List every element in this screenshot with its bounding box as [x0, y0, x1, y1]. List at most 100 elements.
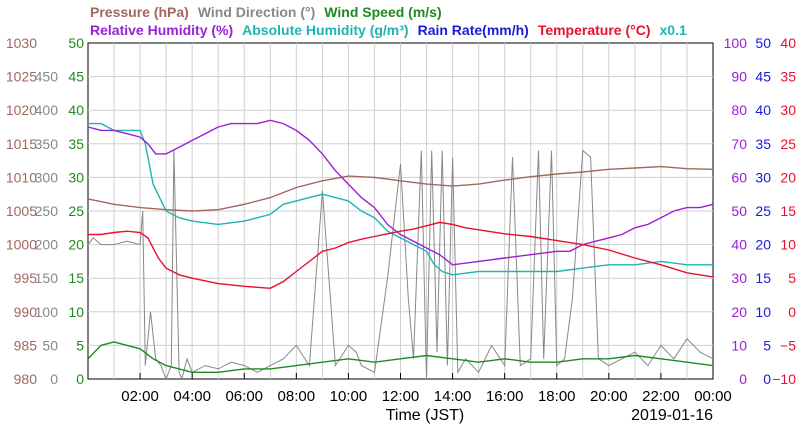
x-axis: 02:00 04:00 06:00 08:00 10:00 12:00 14:00 16:00… — [121, 373, 732, 405]
relative-humidity-tick-label: 0 — [739, 371, 747, 387]
legend-item: Wind Speed (m/s) — [324, 4, 441, 20]
legend-item: x0.1 — [660, 22, 687, 38]
legend-item: Pressure (hPa) — [90, 4, 189, 20]
rain-rate-tick-label: 15 — [755, 270, 771, 286]
rain-rate-tick-label: 25 — [755, 203, 771, 219]
series-pressure — [87, 165, 714, 212]
pressure-tick-label: 1025 — [6, 69, 37, 85]
x-tick-label: 02:00 — [121, 388, 159, 405]
date-label: 2019-01-16 — [631, 407, 713, 424]
wind-speed-tick-label: 10 — [68, 304, 84, 320]
pressure-tick-label: 1030 — [6, 35, 37, 51]
temperature-tick-label: 0 — [788, 304, 796, 320]
wind-speed-tick-label: 35 — [68, 136, 84, 152]
relative-humidity-tick-label: 80 — [731, 102, 747, 118]
series-layer — [87, 119, 714, 381]
pressure-tick-label: 1015 — [6, 136, 37, 152]
relative-humidity-tick-label: 10 — [731, 337, 747, 353]
legend-item: Wind Direction (°) — [198, 4, 315, 20]
wind-speed-tick-label: 25 — [68, 203, 84, 219]
rain-rate-tick-label: 40 — [755, 102, 771, 118]
rain-rate-tick-label: 0 — [763, 371, 771, 387]
x-tick-label: 20:00 — [590, 388, 628, 405]
temperature-tick-label: −5 — [780, 337, 796, 353]
wind-direction-tick-label: 200 — [35, 237, 59, 253]
wind-direction-tick-label: 450 — [35, 69, 59, 85]
legend-row-1: Pressure (hPa) Wind Direction (°) Wind Spe… — [90, 4, 442, 20]
temperature-tick-label: 30 — [780, 102, 796, 118]
pressure-tick-label: 1000 — [6, 237, 37, 253]
temperature-tick-label: 35 — [780, 69, 796, 85]
relative-humidity-tick-label: 100 — [724, 35, 748, 51]
rain-rate-tick-label: 5 — [763, 337, 771, 353]
wind-direction-tick-label: 250 — [35, 203, 59, 219]
wind-direction-tick-label: 150 — [35, 270, 59, 286]
wind-speed-tick-label: 40 — [68, 102, 84, 118]
wind-direction-tick-label: 400 — [35, 102, 59, 118]
x-tick-label: 18:00 — [538, 388, 576, 405]
left-axes: 1030102510201015101010051000995990985980… — [6, 35, 84, 387]
relative-humidity-tick-label: 40 — [731, 237, 747, 253]
wind-direction-tick-label: 50 — [42, 337, 58, 353]
temperature-tick-label: 25 — [780, 136, 796, 152]
right-axes: 1009080706050403020100504540353025201510… — [724, 35, 797, 387]
legend-item: Rain Rate(mm/h) — [418, 22, 529, 38]
legend-item: Relative Humidity (%) — [90, 22, 233, 38]
legend-row-2: Relative Humidity (%) Absolute Humidity (… — [90, 22, 687, 38]
rain-rate-tick-label: 45 — [755, 69, 771, 85]
wind-speed-tick-label: 5 — [76, 337, 84, 353]
legend-item: Temperature (°C) — [538, 22, 651, 38]
x-tick-label: 12:00 — [382, 388, 420, 405]
pressure-tick-label: 995 — [14, 270, 38, 286]
pressure-tick-label: 985 — [14, 337, 38, 353]
x-tick-label: 08:00 — [278, 388, 316, 405]
relative-humidity-tick-label: 70 — [731, 136, 747, 152]
rain-rate-tick-label: 20 — [755, 237, 771, 253]
temperature-tick-label: −10 — [772, 371, 796, 387]
temperature-tick-label: 20 — [780, 169, 796, 185]
series-temperature — [88, 221, 714, 290]
series-relative-humidity — [87, 119, 714, 266]
wind-speed-tick-label: 45 — [68, 69, 84, 85]
x-tick-label: 16:00 — [486, 388, 524, 405]
relative-humidity-tick-label: 30 — [731, 270, 747, 286]
pressure-tick-label: 980 — [14, 371, 38, 387]
rain-rate-tick-label: 10 — [755, 304, 771, 320]
wind-speed-tick-label: 50 — [68, 35, 84, 51]
wind-speed-tick-label: 20 — [68, 237, 84, 253]
temperature-tick-label: 15 — [780, 203, 796, 219]
pressure-tick-label: 1010 — [6, 169, 37, 185]
relative-humidity-tick-label: 20 — [731, 304, 747, 320]
relative-humidity-tick-label: 50 — [731, 203, 747, 219]
x-tick-label: 14:00 — [434, 388, 472, 405]
relative-humidity-tick-label: 90 — [731, 69, 747, 85]
temperature-tick-label: 40 — [780, 35, 796, 51]
wind-direction-tick-label: 350 — [35, 136, 59, 152]
grid — [88, 43, 713, 379]
x-axis-label: Time (JST) — [386, 407, 465, 424]
pressure-tick-label: 990 — [14, 304, 38, 320]
relative-humidity-tick-label: 60 — [731, 169, 747, 185]
pressure-tick-label: 1005 — [6, 203, 37, 219]
x-tick-label: 10:00 — [330, 388, 368, 405]
wind-speed-tick-label: 0 — [76, 371, 84, 387]
rain-rate-tick-label: 35 — [755, 136, 771, 152]
x-tick-label: 06:00 — [225, 388, 263, 405]
wind-direction-tick-label: 100 — [35, 304, 59, 320]
temperature-tick-label: 10 — [780, 237, 796, 253]
wind-direction-tick-label: 0 — [50, 371, 58, 387]
wind-speed-tick-label: 15 — [68, 270, 84, 286]
legend-item: Absolute Humidity (g/m³) — [242, 22, 408, 38]
x-tick-label: 04:00 — [173, 388, 211, 405]
wind-direction-tick-label: 300 — [35, 169, 59, 185]
x-tick-label: 22:00 — [642, 388, 680, 405]
wind-speed-tick-label: 30 — [68, 169, 84, 185]
rain-rate-tick-label: 30 — [755, 169, 771, 185]
x-tick-label: 00:00 — [694, 388, 732, 405]
pressure-tick-label: 1020 — [6, 102, 37, 118]
series-wind-speed — [87, 341, 714, 373]
rain-rate-tick-label: 50 — [755, 35, 771, 51]
series-wind-speed — [88, 122, 713, 276]
temperature-tick-label: 5 — [788, 270, 796, 286]
